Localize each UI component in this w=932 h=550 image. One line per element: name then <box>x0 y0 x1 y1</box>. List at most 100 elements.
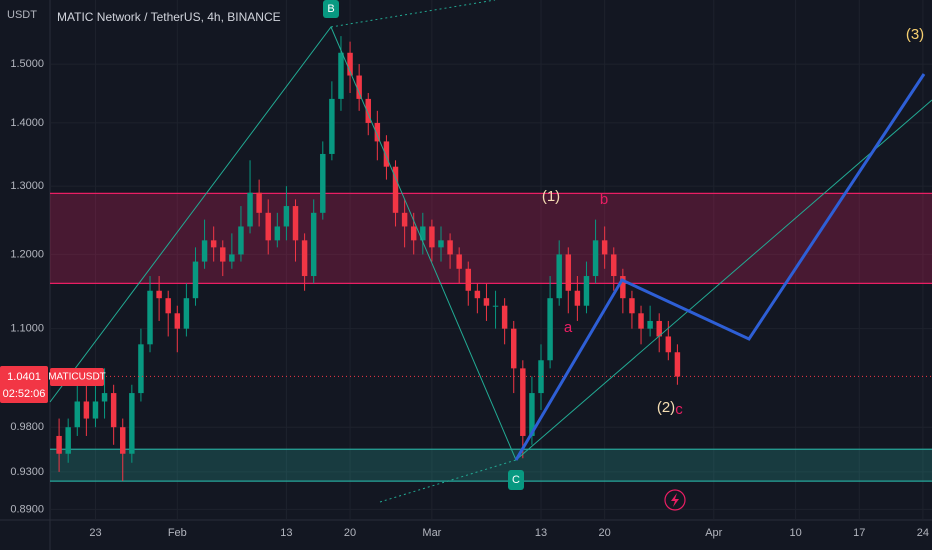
candle-body <box>556 254 562 299</box>
candle-body <box>265 212 271 241</box>
price-zone <box>50 193 932 284</box>
annotations: B C (1) b a (2) c (3) <box>323 0 924 511</box>
candle-body <box>565 254 572 291</box>
candle-body <box>538 360 544 394</box>
candle-body <box>165 298 171 314</box>
candle-body <box>629 298 635 314</box>
candles <box>50 36 932 482</box>
symbol-box <box>50 368 104 386</box>
candle-body <box>574 290 581 306</box>
x-tick-label: Mar <box>422 527 441 539</box>
candle-body <box>374 122 381 142</box>
wave-label: B <box>327 3 334 15</box>
candle-body <box>338 52 344 99</box>
candle-body <box>674 352 681 377</box>
wave-label: C <box>512 474 520 486</box>
candle-body <box>274 226 281 241</box>
candle-body <box>456 254 462 269</box>
y-axis-label: USDT <box>7 9 37 21</box>
candle-body <box>492 305 499 307</box>
wave-label: c <box>675 401 683 418</box>
candle-body <box>220 247 226 262</box>
candle-body <box>365 98 371 123</box>
wave-label: b <box>600 191 608 208</box>
candle-body <box>301 240 308 277</box>
candle-body <box>665 336 672 353</box>
candle-body <box>210 240 217 248</box>
last-price: 1.0401 <box>7 371 41 383</box>
candle-body <box>501 305 508 329</box>
x-tick-label: Apr <box>705 527 722 539</box>
candle-body <box>238 226 244 255</box>
candle-body <box>511 328 517 369</box>
candle-body <box>292 206 299 241</box>
y-tick-label: 0.8900 <box>10 503 44 515</box>
candle-body <box>465 268 471 291</box>
countdown: 02:52:06 <box>3 388 46 400</box>
event-icon-bolt <box>671 493 679 507</box>
x-tick-label: 17 <box>853 527 865 539</box>
x-tick-label: 20 <box>344 527 356 539</box>
candle-body <box>583 276 590 306</box>
x-tick-label: 23 <box>89 527 101 539</box>
event-icon[interactable] <box>664 489 686 511</box>
candle-body <box>83 401 90 419</box>
trend-line <box>379 459 517 503</box>
price-marker: 1.0401 02:52:06 MATICUSDT <box>0 366 106 403</box>
candle-body <box>329 98 335 154</box>
y-tick-label: 1.5000 <box>10 58 44 70</box>
price-zone <box>50 449 932 482</box>
wave-label: (3) <box>906 26 924 43</box>
price-label-box <box>0 366 48 403</box>
candle-body <box>129 393 135 454</box>
candle-body <box>638 313 644 329</box>
candle-body <box>611 254 617 277</box>
axes: USDT MATIC Network / TetherUS, 4h, BINAN… <box>7 9 929 539</box>
candle-body <box>401 212 408 227</box>
candle-body <box>483 298 490 306</box>
candle-body <box>256 192 262 213</box>
candle-body <box>420 226 426 241</box>
candle-body <box>656 320 662 337</box>
candle-body <box>183 298 190 329</box>
candle-body <box>410 226 417 241</box>
candle-body <box>392 166 399 213</box>
candle-body <box>429 226 435 248</box>
x-tick-label: 13 <box>280 527 292 539</box>
candle-body <box>620 276 626 299</box>
x-tick-label: 20 <box>599 527 611 539</box>
y-tick-label: 0.9300 <box>10 466 44 478</box>
candle-body <box>201 240 208 262</box>
candle-body <box>529 393 535 436</box>
candle-body <box>247 192 253 227</box>
y-tick-label: 1.1000 <box>10 323 44 335</box>
wave-label: a <box>564 319 573 336</box>
candle-body <box>56 435 62 454</box>
y-tick-label: 0.9800 <box>10 421 44 433</box>
candle-body <box>520 368 526 436</box>
y-tick-label: 1.4000 <box>10 117 44 129</box>
label-box <box>508 470 524 490</box>
candle-body <box>283 206 290 227</box>
candle-body <box>192 261 199 299</box>
x-tick-label: 10 <box>789 527 801 539</box>
candle-body <box>74 401 81 428</box>
candle-body <box>101 393 108 402</box>
candle-body <box>147 290 153 345</box>
candle-body <box>383 141 390 167</box>
x-tick-label: 24 <box>917 527 929 539</box>
candle-body <box>138 344 144 394</box>
chart-title: MATIC Network / TetherUS, 4h, BINANCE <box>57 10 281 24</box>
candle-body <box>320 153 326 213</box>
candle-body <box>356 75 362 99</box>
y-tick-label: 1.3000 <box>10 180 44 192</box>
candle-body <box>310 212 317 277</box>
candle-body <box>110 393 117 428</box>
candle-body <box>174 313 181 329</box>
candle-body <box>156 290 162 299</box>
candle-body <box>65 427 71 454</box>
trend-line <box>515 99 932 461</box>
x-tick-label: 13 <box>535 527 547 539</box>
candle-body <box>92 401 99 419</box>
